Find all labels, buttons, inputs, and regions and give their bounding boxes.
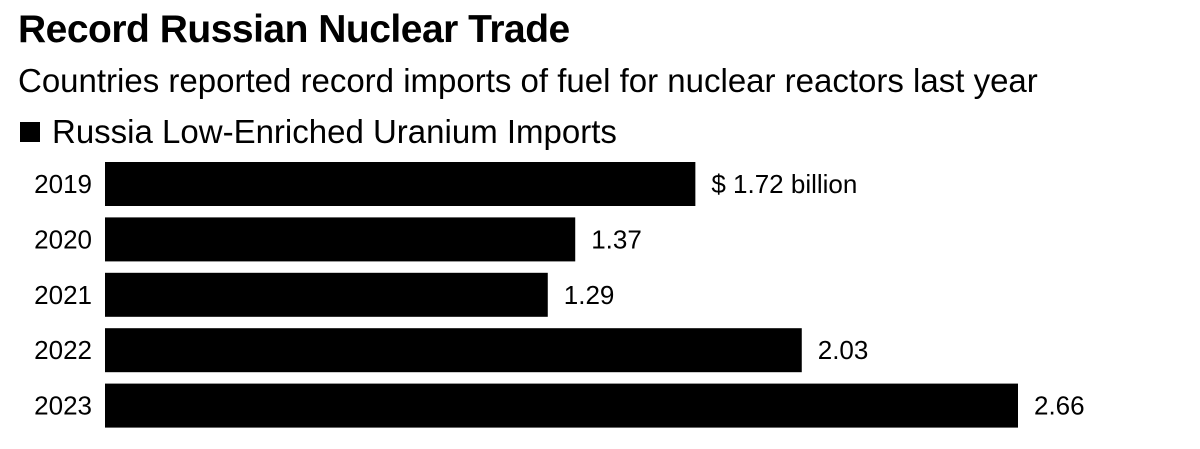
category-label-2023: 2023: [34, 391, 92, 421]
legend: Russia Low-Enriched Uranium Imports: [20, 113, 617, 151]
value-label-2023: 2.66: [1034, 391, 1085, 421]
value-label-2022: 2.03: [818, 335, 869, 365]
legend-swatch: [20, 122, 40, 142]
bar-2019: [105, 162, 696, 206]
value-label-2021: 1.29: [564, 280, 615, 310]
chart-title: Record Russian Nuclear Trade: [18, 8, 570, 51]
bar-2022: [105, 328, 802, 373]
value-label-2019: $ 1.72 billion: [711, 169, 857, 199]
chart-subtitle: Countries reported record imports of fue…: [18, 62, 1038, 99]
category-label-2021: 2021: [34, 280, 92, 310]
legend-label: Russia Low-Enriched Uranium Imports: [52, 113, 617, 150]
value-label-2020: 1.37: [591, 224, 642, 254]
category-label-2022: 2022: [34, 335, 92, 365]
bar-2020: [105, 217, 576, 262]
category-label-2020: 2020: [34, 224, 92, 254]
category-label-2019: 2019: [34, 169, 92, 199]
bar-2023: [105, 383, 1018, 428]
bar-2021: [105, 272, 548, 317]
